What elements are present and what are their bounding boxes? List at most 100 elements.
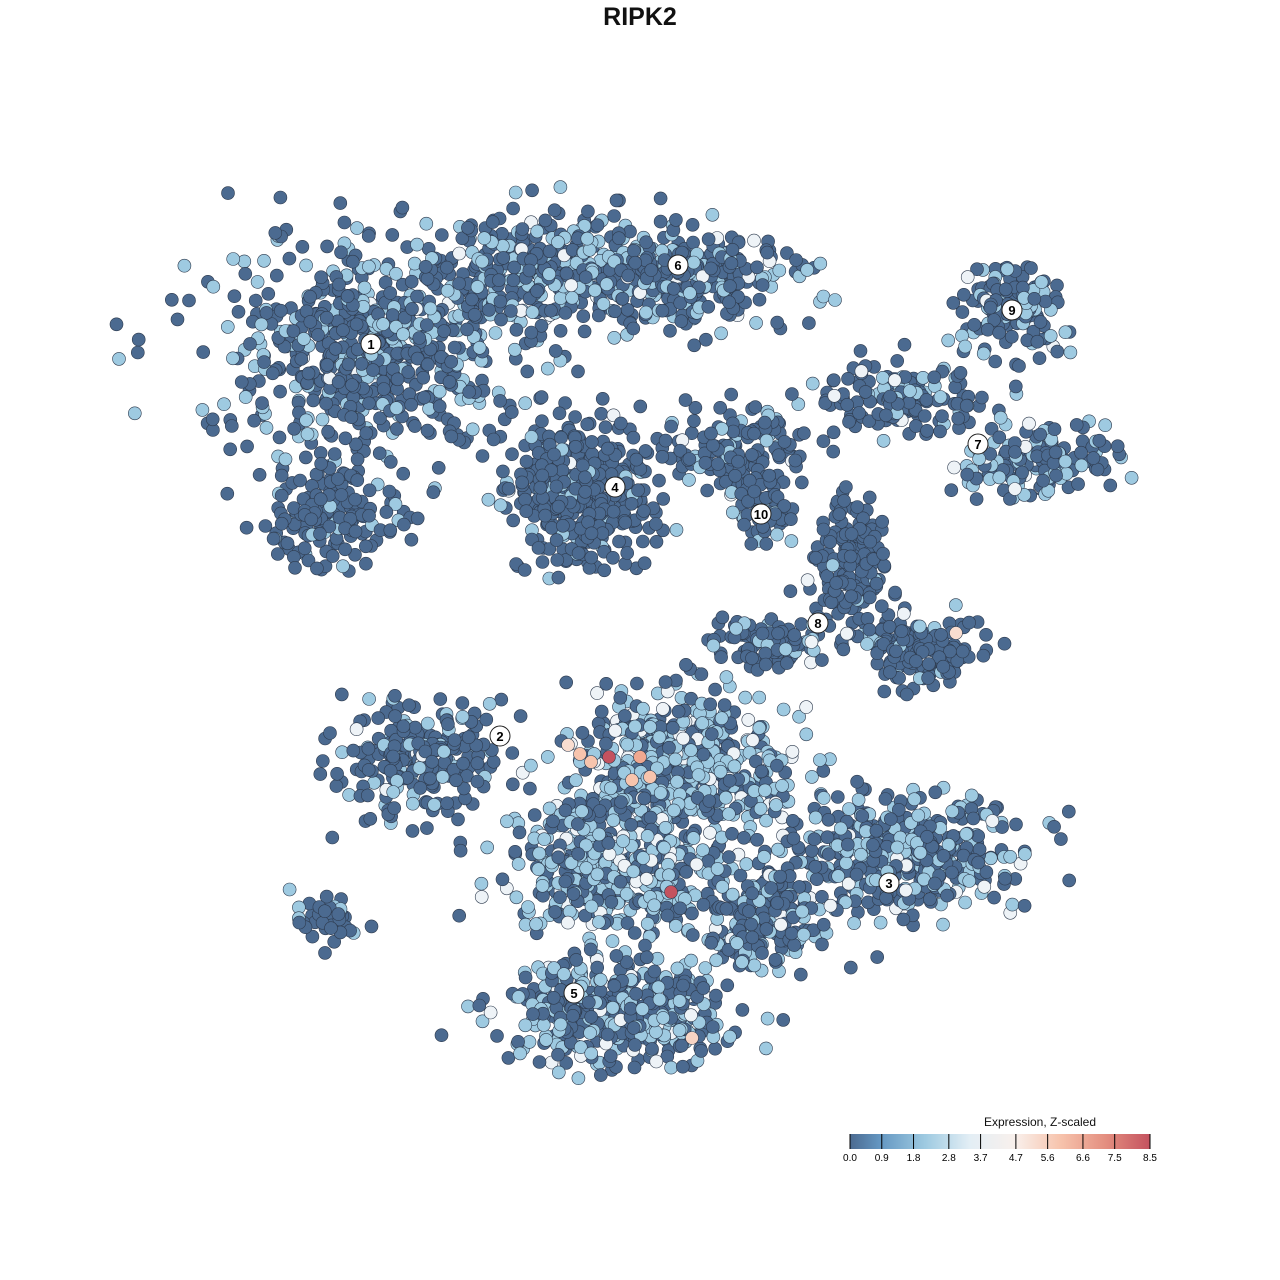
- data-point: [360, 788, 375, 803]
- data-point: [755, 626, 770, 641]
- data-point: [418, 259, 433, 274]
- data-point: [876, 546, 890, 561]
- data-point: [788, 453, 803, 468]
- data-point: [598, 420, 613, 435]
- data-point: [714, 326, 728, 341]
- data-point: [955, 644, 970, 659]
- data-point: [808, 859, 823, 874]
- data-point: [890, 354, 905, 368]
- data-point: [282, 251, 297, 266]
- data-point: [727, 759, 742, 774]
- data-point: [824, 595, 839, 610]
- data-point: [862, 490, 877, 505]
- data-point: [506, 201, 520, 216]
- data-point: [664, 1060, 678, 1075]
- data-point: [493, 394, 507, 408]
- data-point: [714, 650, 728, 665]
- data-point: [748, 400, 763, 414]
- data-point: [518, 492, 532, 507]
- data-point: [658, 433, 673, 448]
- data-point: [508, 844, 522, 859]
- data-point: [789, 253, 803, 267]
- data-point: [629, 452, 644, 467]
- data-point: [959, 827, 974, 841]
- data-point: [911, 808, 926, 823]
- data-point: [920, 829, 934, 844]
- data-point: [653, 214, 668, 229]
- data-point: [386, 749, 400, 764]
- data-point: [678, 393, 693, 407]
- data-point: [829, 576, 844, 590]
- data-point: [1005, 897, 1020, 912]
- data-point: [744, 448, 759, 462]
- data-point: [1008, 482, 1022, 496]
- data-point: [902, 395, 916, 410]
- data-point: [273, 190, 288, 205]
- data-point: [762, 468, 777, 483]
- data-point: [452, 246, 467, 261]
- data-point: [538, 508, 553, 523]
- data-point: [708, 682, 722, 697]
- data-point: [1050, 344, 1065, 359]
- data-point: [496, 251, 511, 265]
- data-point: [887, 373, 902, 388]
- data-point: [496, 464, 510, 479]
- data-point: [879, 408, 893, 423]
- data-point: [945, 865, 959, 880]
- data-point: [841, 371, 855, 386]
- data-point: [504, 304, 518, 318]
- data-point: [745, 733, 760, 747]
- data-point: [897, 337, 912, 352]
- data-point: [433, 692, 448, 706]
- data-point: [274, 468, 289, 483]
- data-point: [455, 709, 470, 724]
- data-point: [628, 719, 642, 734]
- data-point: [465, 292, 479, 307]
- data-point: [799, 727, 814, 742]
- data-point: [535, 555, 550, 569]
- data-point: [299, 413, 313, 428]
- data-point: [313, 492, 328, 507]
- data-point: [1062, 873, 1076, 888]
- data-point: [799, 700, 814, 714]
- data-point: [599, 736, 613, 751]
- data-point: [474, 890, 489, 904]
- data-point: [616, 834, 630, 848]
- data-point: [1124, 470, 1139, 485]
- data-point: [683, 286, 697, 300]
- data-point: [481, 492, 496, 507]
- data-point: [359, 556, 373, 571]
- data-point: [851, 792, 866, 807]
- data-point: [896, 606, 911, 621]
- data-point: [314, 270, 328, 285]
- data-point: [270, 547, 285, 561]
- data-point: [686, 235, 700, 250]
- data-point: [542, 267, 557, 281]
- data-point: [966, 811, 981, 826]
- data-point: [349, 317, 364, 332]
- data-point: [266, 531, 281, 546]
- data-point: [509, 322, 524, 337]
- data-point: [640, 829, 655, 843]
- data-point: [785, 744, 800, 759]
- data-point: [350, 452, 365, 467]
- data-point: [998, 282, 1013, 297]
- data-point: [759, 537, 774, 551]
- data-point: [255, 396, 269, 410]
- data-point: [461, 999, 475, 1014]
- data-point: [553, 291, 568, 305]
- data-point: [1043, 329, 1058, 343]
- data-point: [844, 527, 859, 541]
- data-point: [663, 323, 677, 338]
- data-point: [626, 430, 641, 445]
- data-point: [315, 412, 330, 427]
- data-point: [946, 296, 961, 310]
- data-point: [686, 831, 701, 845]
- data-point: [613, 874, 628, 889]
- data-point: [376, 382, 391, 396]
- data-point: [606, 504, 621, 519]
- data-point: [630, 676, 644, 691]
- data-point: [599, 676, 614, 691]
- data-point: [907, 792, 922, 807]
- data-point: [410, 351, 425, 366]
